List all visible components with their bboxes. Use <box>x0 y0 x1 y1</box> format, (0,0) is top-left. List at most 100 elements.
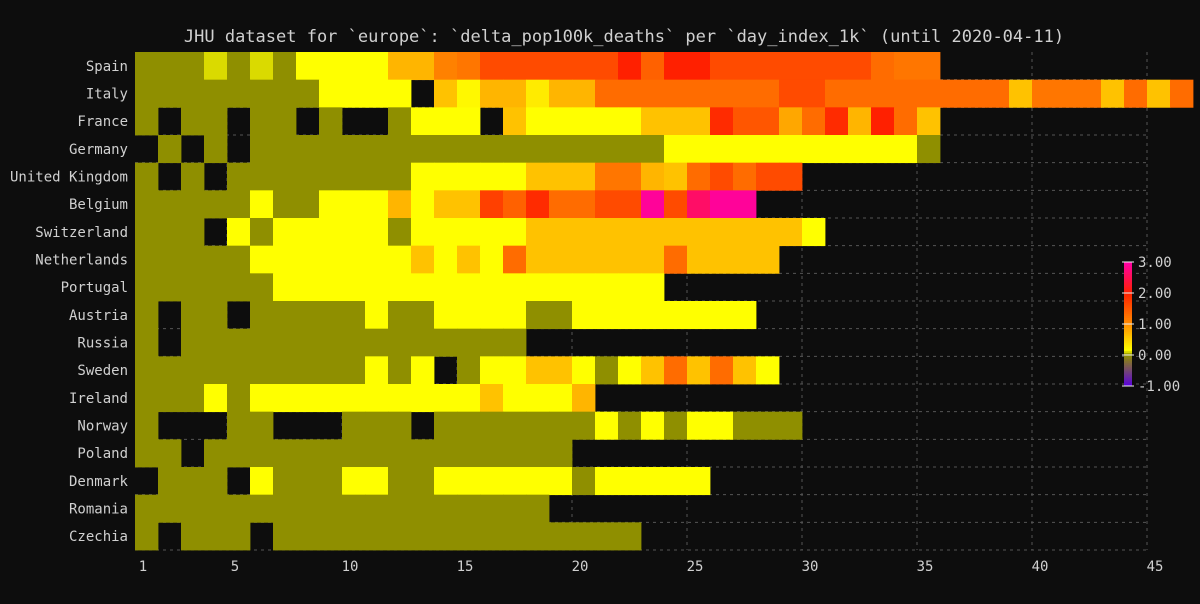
heatmap-cell <box>549 356 573 385</box>
heatmap-cell <box>687 218 711 247</box>
heatmap-cell <box>365 135 389 164</box>
heatmap-cell <box>641 356 665 385</box>
heatmap-cell <box>710 107 734 136</box>
heatmap-cell <box>641 411 665 440</box>
colorbar-segment <box>1124 330 1132 333</box>
colorbar-segment <box>1124 297 1132 300</box>
heatmap-cell <box>664 79 688 108</box>
heatmap-cell <box>825 79 849 108</box>
colorbar-segment <box>1124 365 1132 368</box>
heatmap-cell <box>779 107 803 136</box>
colorbar-tick-label: 2.00 <box>1138 286 1172 302</box>
heatmap-cell <box>434 411 458 440</box>
colorbar-segment <box>1124 266 1132 269</box>
heatmap-cell <box>227 190 251 219</box>
heatmap-cell <box>963 79 987 108</box>
heatmap-cell <box>342 328 366 357</box>
colorbar-segment <box>1124 299 1132 302</box>
heatmap-cell <box>135 384 159 413</box>
colorbar-segment <box>1124 309 1132 313</box>
heatmap-cell <box>802 107 826 136</box>
x-axis-ticks: 1 5 10 15 20 25 30 35 40 45 <box>139 559 1164 575</box>
row-label: Russia <box>77 336 128 352</box>
colorbar-segment <box>1124 274 1132 277</box>
heatmap-cell <box>227 52 251 81</box>
heatmap-cell <box>641 190 665 219</box>
heatmap-cell <box>733 190 757 219</box>
heatmap-cell <box>572 301 596 330</box>
heatmap-cell <box>480 467 504 496</box>
heatmap-cell <box>273 190 297 219</box>
heatmap-cell <box>687 190 711 219</box>
colorbar-segment <box>1124 344 1132 348</box>
colorbar-segment <box>1124 379 1132 383</box>
heatmap-cell <box>618 273 642 302</box>
heatmap-cell <box>296 384 320 413</box>
heatmap-cell <box>549 467 573 496</box>
heatmap-cell <box>526 522 550 551</box>
heatmap-cell <box>595 356 619 385</box>
heatmap-cell <box>572 107 596 136</box>
heatmap-cell <box>434 522 458 551</box>
colorbar-segment <box>1124 311 1132 315</box>
heatmap-cell <box>434 328 458 357</box>
heatmap-cell <box>135 52 159 81</box>
heatmap-cell <box>296 467 320 496</box>
heatmap-cell <box>158 79 182 108</box>
heatmap-cell <box>457 356 481 385</box>
heatmap-cell <box>664 190 688 219</box>
heatmap-cell <box>388 107 412 136</box>
heatmap-cell <box>181 522 205 551</box>
heatmap-cell <box>273 245 297 274</box>
heatmap-cell <box>618 162 642 191</box>
heatmap-cell <box>733 162 757 191</box>
heatmap-cell <box>388 439 412 468</box>
colorbar-segment <box>1124 324 1132 327</box>
colorbar-segment <box>1124 272 1132 275</box>
heatmap-cell <box>756 245 780 274</box>
heatmap-cell <box>273 218 297 247</box>
heatmap-cell <box>549 107 573 136</box>
heatmap-cell <box>181 384 205 413</box>
row-label: United Kingdom <box>10 170 128 186</box>
heatmap-cell <box>756 356 780 385</box>
heatmap-cell <box>687 245 711 274</box>
heatmap-cell <box>1170 79 1194 108</box>
heatmap-cell <box>181 107 205 136</box>
heatmap-cell <box>687 79 711 108</box>
chart-title: JHU dataset for `europe`: `delta_pop100k… <box>184 27 1064 47</box>
heatmap-cell <box>618 467 642 496</box>
heatmap-cell <box>687 162 711 191</box>
heatmap-cell <box>871 107 895 136</box>
heatmap-cell <box>158 190 182 219</box>
row-label: Austria <box>69 308 128 324</box>
heatmap-cell <box>894 135 918 164</box>
heatmap-cell <box>434 162 458 191</box>
heatmap-cell <box>480 522 504 551</box>
colorbar-segment <box>1124 350 1132 354</box>
colorbar-segment <box>1124 338 1132 342</box>
heatmap-cell <box>296 301 320 330</box>
colorbar-segment <box>1124 317 1132 321</box>
heatmap-cell <box>664 52 688 81</box>
heatmap-cell <box>342 411 366 440</box>
heatmap-cell <box>227 218 251 247</box>
colorbar-segment <box>1124 352 1132 356</box>
heatmap-cell <box>779 411 803 440</box>
heatmap-cell <box>273 301 297 330</box>
heatmap-cell <box>664 467 688 496</box>
heatmap-cell <box>135 356 159 385</box>
heatmap-cell <box>480 384 504 413</box>
heatmap-cell <box>273 162 297 191</box>
colorbar-segment <box>1124 373 1132 377</box>
heatmap-cell <box>342 467 366 496</box>
heatmap-cell <box>457 411 481 440</box>
colorbar-segment <box>1124 284 1132 288</box>
heatmap-cell <box>871 52 895 81</box>
heatmap-cell <box>986 79 1010 108</box>
row-label: Switzerland <box>35 225 128 241</box>
heatmap-cell <box>204 107 228 136</box>
heatmap-cell <box>641 52 665 81</box>
row-label: Italy <box>86 87 128 103</box>
